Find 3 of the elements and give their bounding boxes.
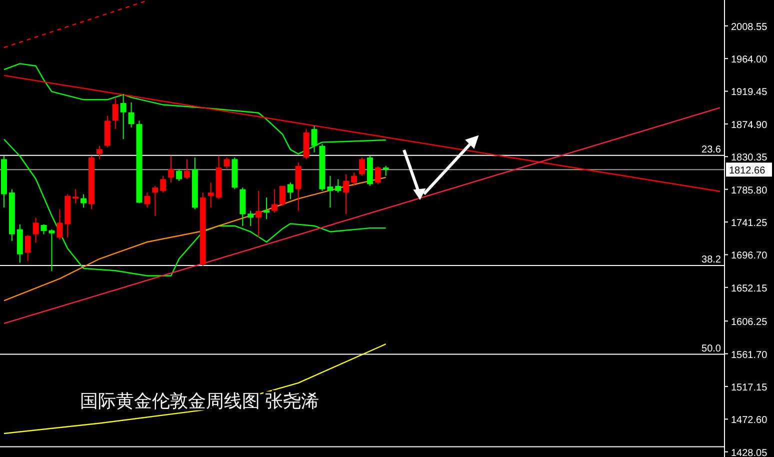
annotation: 23.6 <box>702 144 721 156</box>
annotation: 50.0 <box>702 343 721 354</box>
annotation: 38.2 <box>702 254 721 266</box>
